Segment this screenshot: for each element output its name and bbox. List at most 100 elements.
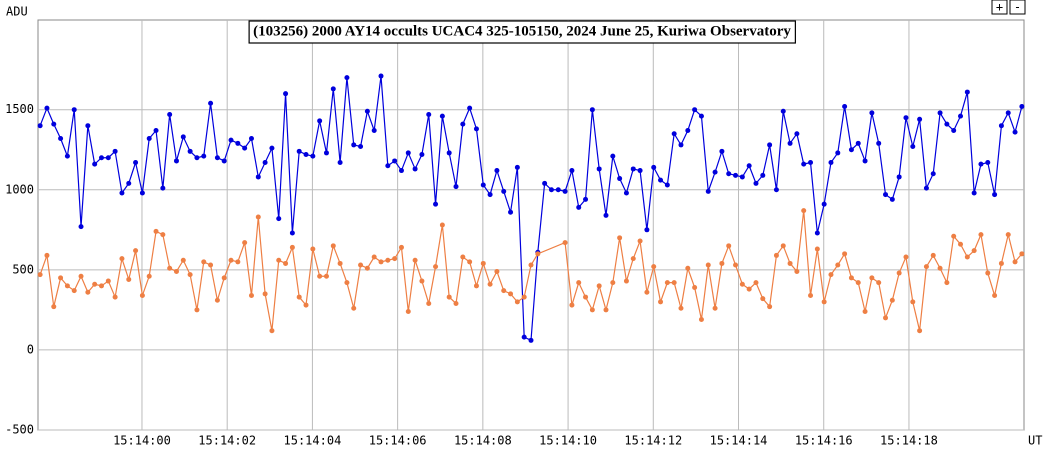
data-point: [978, 161, 984, 167]
x-tick-label: 15:14:06: [369, 434, 427, 448]
data-point: [801, 208, 807, 214]
data-point: [269, 145, 275, 151]
data-point: [446, 294, 452, 300]
data-point: [37, 272, 43, 278]
data-point: [958, 113, 964, 119]
data-point: [814, 246, 820, 252]
data-point: [487, 192, 493, 198]
data-point: [958, 241, 964, 247]
data-point: [98, 283, 104, 289]
data-point: [248, 136, 254, 142]
grid: [38, 20, 1024, 431]
button-frame[interactable]: [1009, 0, 1026, 15]
data-point: [119, 190, 125, 196]
data-point: [821, 299, 827, 305]
data-point: [589, 107, 595, 113]
data-point: [753, 180, 759, 186]
data-point: [760, 296, 766, 302]
data-point: [1019, 251, 1025, 257]
y-tick-label: 1500: [5, 102, 34, 116]
data-point: [521, 294, 527, 300]
data-point: [671, 280, 677, 286]
data-point: [828, 160, 834, 166]
data-point: [501, 188, 507, 194]
data-point: [910, 144, 916, 150]
data-point: [589, 307, 595, 313]
data-point: [685, 128, 691, 134]
data-point: [487, 281, 493, 287]
x-tick-label: 15:14:02: [198, 434, 256, 448]
data-point: [896, 174, 902, 180]
data-point: [235, 259, 241, 265]
data-point: [603, 212, 609, 218]
data-point: [528, 337, 534, 343]
data-point: [808, 292, 814, 298]
button-frame[interactable]: [991, 0, 1008, 15]
data-point: [617, 176, 623, 182]
data-point: [242, 240, 248, 246]
data-point: [501, 288, 507, 294]
data-point: [842, 251, 848, 257]
data-point: [808, 160, 814, 166]
data-point: [119, 256, 125, 262]
data-point: [883, 192, 889, 198]
data-line: [39, 210, 1023, 331]
button-label[interactable]: -: [1014, 0, 1021, 14]
data-point: [92, 161, 98, 167]
data-point: [862, 158, 868, 164]
x-tick-label: 15:14:08: [454, 434, 512, 448]
data-point: [419, 152, 425, 158]
zoom-in-button[interactable]: +: [991, 0, 1008, 15]
data-point: [358, 262, 364, 268]
data-point: [317, 118, 323, 124]
data-point: [678, 305, 684, 311]
data-point: [214, 155, 220, 161]
data-point: [623, 278, 629, 284]
data-point: [848, 275, 854, 281]
data-point: [364, 108, 370, 114]
data-point: [133, 160, 139, 166]
data-point: [971, 248, 977, 254]
y-tick-label: -500: [5, 423, 34, 437]
data-point: [426, 300, 432, 306]
data-point: [262, 160, 268, 166]
data-point: [439, 222, 445, 228]
data-point: [105, 155, 111, 161]
data-point: [51, 121, 57, 127]
data-point: [1019, 103, 1025, 109]
data-point: [692, 107, 698, 113]
data-point: [787, 260, 793, 266]
data-point: [514, 164, 520, 170]
data-point: [112, 148, 118, 154]
data-point: [910, 299, 916, 305]
data-point: [44, 105, 50, 111]
data-point: [303, 302, 309, 308]
data-point: [780, 243, 786, 249]
data-point: [105, 278, 111, 284]
data-point: [719, 260, 725, 266]
x-tick-label: 15:14:00: [113, 434, 171, 448]
data-point: [583, 294, 589, 300]
series: [37, 208, 1025, 334]
data-point: [944, 280, 950, 286]
data-point: [869, 275, 875, 281]
data-point: [617, 235, 623, 241]
data-point: [160, 185, 166, 191]
data-point: [433, 201, 439, 207]
data-point: [876, 280, 882, 286]
data-point: [221, 158, 227, 164]
data-point: [637, 168, 643, 174]
data-point: [637, 238, 643, 244]
data-point: [705, 262, 711, 268]
data-point: [64, 283, 70, 289]
data-point: [903, 254, 909, 260]
data-point: [753, 280, 759, 286]
button-label[interactable]: +: [996, 0, 1003, 14]
zoom-out-button[interactable]: -: [1009, 0, 1026, 15]
data-point: [835, 150, 841, 156]
data-point: [453, 300, 459, 306]
data-point: [71, 107, 77, 113]
data-point: [603, 307, 609, 313]
data-point: [242, 145, 248, 151]
data-point: [494, 168, 500, 174]
